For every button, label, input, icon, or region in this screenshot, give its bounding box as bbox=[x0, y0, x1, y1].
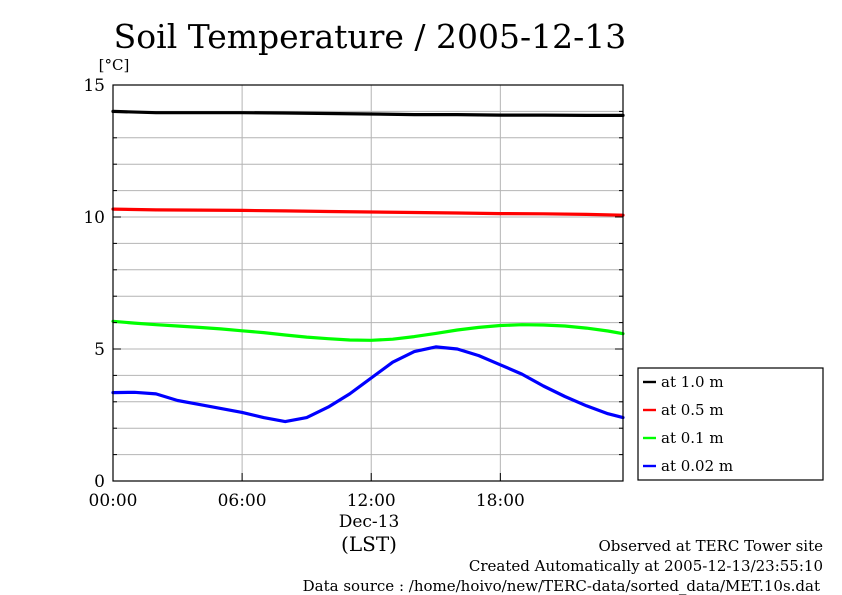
y-tick-label-5: 5 bbox=[94, 340, 105, 360]
footer-created-note: Created Automatically at 2005-12-13/23:5… bbox=[469, 557, 823, 575]
y-tick-label-0: 0 bbox=[94, 472, 105, 492]
chart-title: Soil Temperature / 2005-12-13 bbox=[114, 17, 627, 56]
legend-label-1: at 0.5 m bbox=[661, 401, 724, 419]
y-tick-label-15: 15 bbox=[83, 76, 105, 96]
legend-label-2: at 0.1 m bbox=[661, 429, 724, 447]
x-tick-label-0: 00:00 bbox=[89, 491, 138, 511]
x-axis-ticks: 00:00 06:00 12:00 18:00 bbox=[89, 473, 525, 511]
y-tick-label-10: 10 bbox=[83, 208, 105, 228]
x-tick-label-6: 06:00 bbox=[218, 491, 267, 511]
x-axis-date-label: Dec-13 bbox=[339, 512, 400, 532]
series-lines bbox=[111, 109, 625, 424]
legend-label-0: at 1.0 m bbox=[661, 373, 724, 391]
grid-lines bbox=[113, 85, 623, 481]
x-tick-label-12: 12:00 bbox=[347, 491, 396, 511]
series-line-1 bbox=[111, 207, 625, 217]
legend-box bbox=[637, 367, 824, 481]
y-axis-ticks: 0 5 10 15 bbox=[83, 76, 623, 492]
footer-site-note: Observed at TERC Tower site bbox=[598, 537, 823, 555]
x-tick-label-18: 18:00 bbox=[476, 491, 525, 511]
plot-frame bbox=[112, 84, 624, 482]
legend-label-3: at 0.02 m bbox=[661, 457, 733, 475]
legend: at 1.0 m at 0.5 m at 0.1 m at 0.02 m bbox=[637, 367, 824, 481]
y-axis-unit-label: [°C] bbox=[99, 56, 130, 74]
series-line-2 bbox=[111, 319, 625, 342]
x-axis-timezone-label: (LST) bbox=[341, 532, 397, 556]
footer-data-source: Data source : /home/hoivo/new/TERC-data/… bbox=[303, 577, 820, 595]
series-line-3 bbox=[111, 345, 625, 424]
series-line-0 bbox=[111, 109, 625, 118]
